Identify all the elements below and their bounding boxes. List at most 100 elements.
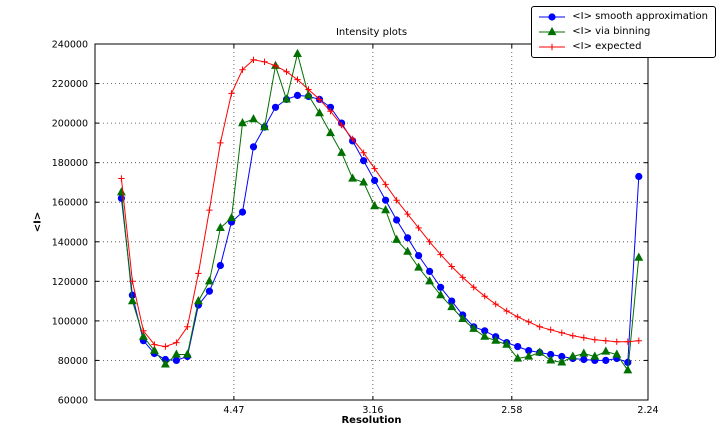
y-axis-label: <I> xyxy=(32,211,44,233)
x-tick-label: 3.16 xyxy=(362,405,383,416)
triangle-marker xyxy=(293,48,302,57)
circle-marker xyxy=(602,356,610,364)
y-tick-label: 120000 xyxy=(52,277,88,288)
circle-marker xyxy=(382,196,390,204)
triangle-marker xyxy=(204,276,214,285)
plus-marker xyxy=(547,326,554,333)
legend-label: <I> via binning xyxy=(572,26,651,37)
circle-marker xyxy=(271,103,280,111)
triangle-marker xyxy=(590,351,600,360)
triangle-marker xyxy=(436,290,446,299)
triangle-marker xyxy=(149,345,159,354)
triangle-marker xyxy=(502,339,512,348)
plus-marker xyxy=(591,336,598,343)
legend-sample-line-circle-icon xyxy=(539,12,566,21)
triangle-marker xyxy=(546,355,556,364)
plus-marker xyxy=(206,206,213,214)
y-tick-label: 220000 xyxy=(52,79,88,90)
plus-marker xyxy=(525,318,532,326)
circle-marker xyxy=(624,358,632,366)
triangle-marker xyxy=(227,212,236,222)
legend: <I> smooth approximation <I> via binning… xyxy=(531,6,716,58)
legend-item-smooth-approximation: <I> smooth approximation xyxy=(537,10,708,23)
triangle-marker xyxy=(238,118,247,127)
triangle-marker xyxy=(370,201,380,210)
plus-marker xyxy=(415,224,422,232)
triangle-marker xyxy=(193,296,203,305)
triangle-marker xyxy=(480,331,490,340)
triangle-marker xyxy=(557,357,567,366)
plus-marker xyxy=(349,135,356,143)
circle-marker xyxy=(205,287,213,295)
plus-marker xyxy=(549,43,556,50)
triangle-marker xyxy=(282,94,291,103)
circle-marker xyxy=(635,172,643,181)
plus-marker xyxy=(470,284,477,291)
plus-marker xyxy=(129,278,136,285)
circle-marker xyxy=(249,143,258,151)
plus-marker xyxy=(558,329,565,336)
plus-marker xyxy=(217,139,224,147)
plus-marker xyxy=(162,343,169,350)
circle-marker xyxy=(580,355,588,364)
series-markers-1 xyxy=(116,48,644,374)
legend-item-via-binning: <I> via binning xyxy=(537,25,708,38)
legend-label: <I> expected xyxy=(572,41,642,52)
plus-marker xyxy=(580,334,587,341)
plus-marker xyxy=(327,108,334,115)
triangle-marker xyxy=(381,205,391,214)
triangle-marker xyxy=(524,351,534,360)
triangle-marker xyxy=(315,108,324,117)
triangle-marker xyxy=(249,114,258,123)
plus-marker xyxy=(481,293,488,300)
x-axis-label: Resolution xyxy=(341,415,402,426)
plus-marker xyxy=(459,274,466,281)
plus-marker xyxy=(272,62,279,69)
plus-marker xyxy=(140,327,147,334)
triangle-marker xyxy=(623,365,633,374)
circle-marker xyxy=(172,356,180,364)
plus-marker xyxy=(382,181,389,188)
triangle-marker xyxy=(601,346,611,355)
x-tick-label: 2.58 xyxy=(501,405,522,416)
triangle-marker xyxy=(612,349,622,358)
plus-marker xyxy=(250,56,257,63)
triangle-marker xyxy=(579,348,589,357)
plus-marker xyxy=(404,210,411,218)
triangle-marker xyxy=(547,26,557,35)
triangle-marker xyxy=(414,262,424,271)
plus-marker xyxy=(514,313,521,321)
plus-marker xyxy=(316,96,323,103)
y-tick-label: 60000 xyxy=(58,396,88,407)
circle-marker xyxy=(216,261,224,270)
circle-marker xyxy=(415,252,423,260)
triangle-marker xyxy=(491,335,501,344)
circle-marker xyxy=(514,343,522,351)
y-tick-label: 140000 xyxy=(52,237,88,248)
plus-marker xyxy=(569,332,576,339)
legend-label: <I> smooth approximation xyxy=(572,11,708,22)
y-tick-label: 80000 xyxy=(58,356,88,367)
triangle-marker xyxy=(348,173,358,182)
triangle-marker xyxy=(171,349,181,358)
plus-marker xyxy=(239,66,246,73)
plus-marker xyxy=(283,68,290,75)
triangle-marker xyxy=(634,252,644,261)
plot-area xyxy=(95,44,648,400)
circle-marker xyxy=(393,216,401,224)
circle-marker xyxy=(371,176,379,185)
circle-marker xyxy=(238,208,247,216)
triangle-marker xyxy=(215,222,225,231)
plus-marker xyxy=(437,251,444,258)
triangle-marker xyxy=(182,349,192,358)
plus-marker xyxy=(360,149,367,156)
circle-marker xyxy=(360,157,368,165)
legend-sample-line-plus-icon xyxy=(539,43,566,50)
triangle-marker xyxy=(458,313,468,322)
triangle-marker xyxy=(469,323,479,332)
triangle-marker xyxy=(535,347,545,356)
triangle-marker xyxy=(304,90,313,99)
plus-marker xyxy=(338,121,345,129)
